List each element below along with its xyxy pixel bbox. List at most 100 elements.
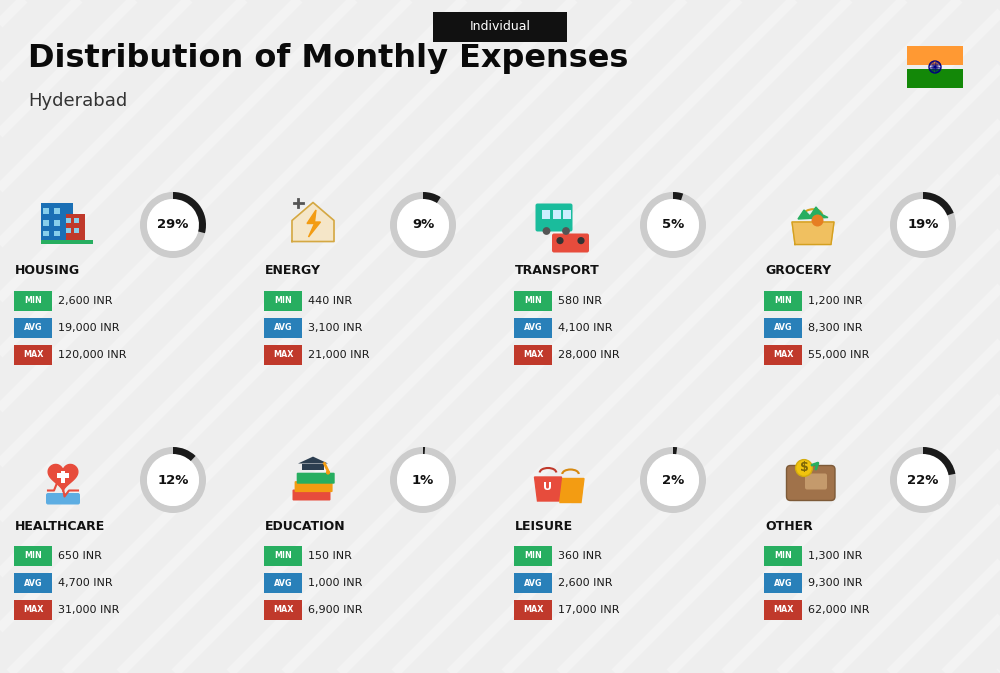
FancyBboxPatch shape <box>14 600 52 620</box>
Circle shape <box>897 454 949 506</box>
FancyBboxPatch shape <box>54 221 60 226</box>
FancyBboxPatch shape <box>514 546 552 566</box>
Text: 19,000 INR: 19,000 INR <box>58 323 120 333</box>
FancyBboxPatch shape <box>264 573 302 593</box>
Text: MIN: MIN <box>274 551 292 561</box>
FancyBboxPatch shape <box>514 345 552 365</box>
Text: 1,200 INR: 1,200 INR <box>808 296 862 306</box>
FancyBboxPatch shape <box>61 471 65 483</box>
Polygon shape <box>298 456 328 464</box>
FancyBboxPatch shape <box>74 228 79 234</box>
Text: MAX: MAX <box>523 351 543 359</box>
FancyBboxPatch shape <box>264 318 302 338</box>
Circle shape <box>397 454 449 506</box>
Text: 6,900 INR: 6,900 INR <box>308 605 362 615</box>
Text: 2,600 INR: 2,600 INR <box>558 578 613 588</box>
Text: 62,000 INR: 62,000 INR <box>808 605 870 615</box>
Text: 55,000 INR: 55,000 INR <box>808 350 869 360</box>
FancyBboxPatch shape <box>764 345 802 365</box>
Circle shape <box>556 237 564 244</box>
FancyBboxPatch shape <box>563 210 571 219</box>
FancyBboxPatch shape <box>433 12 567 42</box>
FancyBboxPatch shape <box>907 69 962 88</box>
FancyBboxPatch shape <box>302 464 324 470</box>
Text: AVG: AVG <box>524 324 542 332</box>
FancyBboxPatch shape <box>264 546 302 566</box>
Circle shape <box>796 460 812 476</box>
Text: 3,100 INR: 3,100 INR <box>308 323 362 333</box>
Text: $: $ <box>800 462 808 474</box>
Text: Individual: Individual <box>470 20 530 34</box>
FancyBboxPatch shape <box>552 234 589 252</box>
FancyBboxPatch shape <box>66 218 71 223</box>
FancyBboxPatch shape <box>764 573 802 593</box>
Text: 17,000 INR: 17,000 INR <box>558 605 620 615</box>
FancyBboxPatch shape <box>14 318 52 338</box>
Text: AVG: AVG <box>24 324 42 332</box>
Text: 1,000 INR: 1,000 INR <box>308 578 362 588</box>
Circle shape <box>147 199 199 251</box>
Text: 2,600 INR: 2,600 INR <box>58 296 112 306</box>
Wedge shape <box>640 447 706 513</box>
Text: 580 INR: 580 INR <box>558 296 602 306</box>
Text: 440 INR: 440 INR <box>308 296 352 306</box>
Polygon shape <box>557 479 584 503</box>
FancyBboxPatch shape <box>14 291 52 311</box>
FancyBboxPatch shape <box>514 600 552 620</box>
Text: ENERGY: ENERGY <box>265 264 321 277</box>
Text: MAX: MAX <box>23 351 43 359</box>
Text: MIN: MIN <box>774 297 792 306</box>
FancyBboxPatch shape <box>536 203 572 232</box>
Text: AVG: AVG <box>24 579 42 588</box>
Text: 1%: 1% <box>412 474 434 487</box>
Wedge shape <box>423 447 425 454</box>
Circle shape <box>812 215 824 227</box>
Wedge shape <box>423 192 441 203</box>
Text: TRANSPORT: TRANSPORT <box>515 264 600 277</box>
Polygon shape <box>792 222 834 244</box>
FancyBboxPatch shape <box>514 291 552 311</box>
FancyBboxPatch shape <box>542 210 550 219</box>
Text: 29%: 29% <box>157 219 189 232</box>
Text: 650 INR: 650 INR <box>58 551 102 561</box>
Text: MIN: MIN <box>524 297 542 306</box>
Text: 1,300 INR: 1,300 INR <box>808 551 862 561</box>
Wedge shape <box>890 192 956 258</box>
Text: Hyderabad: Hyderabad <box>28 92 127 110</box>
FancyBboxPatch shape <box>54 231 60 236</box>
Circle shape <box>147 454 199 506</box>
Text: Distribution of Monthly Expenses: Distribution of Monthly Expenses <box>28 42 628 73</box>
FancyBboxPatch shape <box>297 472 335 484</box>
Wedge shape <box>173 447 196 461</box>
Text: MAX: MAX <box>773 606 793 614</box>
Text: MIN: MIN <box>24 551 42 561</box>
Text: 4,700 INR: 4,700 INR <box>58 578 113 588</box>
FancyBboxPatch shape <box>66 228 71 234</box>
Text: 150 INR: 150 INR <box>308 551 352 561</box>
Text: AVG: AVG <box>274 324 292 332</box>
Wedge shape <box>923 447 955 475</box>
Text: MAX: MAX <box>273 351 293 359</box>
Text: 360 INR: 360 INR <box>558 551 602 561</box>
Text: AVG: AVG <box>524 579 542 588</box>
Text: HEALTHCARE: HEALTHCARE <box>15 520 105 532</box>
Text: AVG: AVG <box>774 324 792 332</box>
Polygon shape <box>292 203 334 242</box>
FancyBboxPatch shape <box>292 489 330 501</box>
Circle shape <box>934 66 936 68</box>
Text: 12%: 12% <box>157 474 189 487</box>
Text: 2%: 2% <box>662 474 684 487</box>
FancyBboxPatch shape <box>764 600 802 620</box>
FancyBboxPatch shape <box>41 203 73 242</box>
FancyBboxPatch shape <box>74 218 79 223</box>
Wedge shape <box>673 192 683 201</box>
FancyBboxPatch shape <box>264 291 302 311</box>
FancyBboxPatch shape <box>44 209 49 214</box>
FancyBboxPatch shape <box>41 240 93 244</box>
Text: AVG: AVG <box>274 579 292 588</box>
Text: 21,000 INR: 21,000 INR <box>308 350 369 360</box>
FancyBboxPatch shape <box>764 318 802 338</box>
Polygon shape <box>48 464 78 491</box>
Text: MIN: MIN <box>274 297 292 306</box>
Text: MAX: MAX <box>523 606 543 614</box>
